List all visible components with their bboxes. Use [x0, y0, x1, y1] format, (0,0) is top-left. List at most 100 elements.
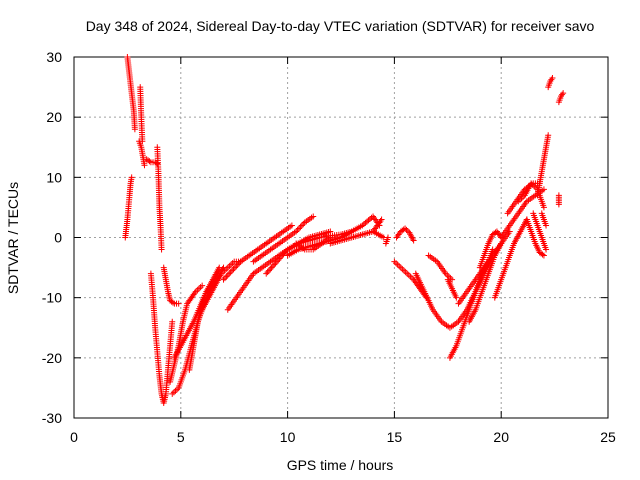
data-point — [294, 226, 301, 233]
x-tick-label: 0 — [70, 429, 78, 445]
y-tick-label: 0 — [54, 230, 62, 246]
series-track-z — [425, 252, 456, 283]
data-point — [297, 223, 304, 230]
data-point — [543, 222, 550, 229]
data-point — [263, 270, 270, 277]
data-point — [295, 225, 302, 232]
series-track-ao — [555, 90, 567, 106]
data-point — [227, 269, 234, 276]
series-track-ai — [515, 180, 547, 211]
series-track-ae — [476, 228, 505, 271]
series-track-j — [169, 264, 227, 397]
series-track-d — [137, 84, 146, 145]
series-track-r — [284, 213, 383, 259]
data-point — [327, 234, 334, 241]
series-track-ag — [498, 186, 547, 241]
data-point — [223, 273, 230, 280]
series-track-s — [293, 234, 334, 253]
data-point — [128, 174, 135, 181]
data-point — [267, 266, 274, 273]
data-point — [226, 270, 233, 277]
data-point — [169, 299, 176, 306]
y-tick-label: 20 — [46, 109, 62, 125]
series-track-af — [491, 216, 530, 301]
data-point — [549, 75, 556, 82]
data-point — [236, 260, 243, 267]
y-tick-label: -10 — [42, 290, 62, 306]
data-point — [158, 246, 165, 253]
axis-ticks: 0 5 10 15 20 25 -30 -20 -10 0 10 20 30 — [42, 49, 616, 445]
series-track-am — [538, 210, 550, 229]
data-point — [268, 264, 275, 271]
data-point — [229, 267, 236, 274]
data-point — [539, 251, 546, 258]
series-track-o — [220, 222, 295, 283]
series-track-aj — [523, 216, 547, 259]
x-tick-label: 5 — [177, 429, 185, 445]
series-track-al — [534, 132, 552, 199]
series-track-a — [122, 174, 135, 241]
data-point — [224, 272, 231, 279]
data-point — [221, 275, 228, 282]
series-track-e — [143, 156, 161, 167]
y-tick-label: 10 — [46, 169, 62, 185]
series-track-an — [545, 75, 556, 91]
data-point — [310, 213, 317, 220]
data-point — [378, 216, 385, 223]
data-point — [540, 252, 547, 259]
data-point — [300, 220, 307, 227]
series-track-x — [391, 258, 430, 301]
series-track-aa — [444, 276, 460, 301]
data-point — [154, 160, 161, 167]
data-point — [410, 237, 417, 244]
series-track-c — [136, 138, 148, 169]
data-point — [384, 234, 391, 241]
data-point — [131, 126, 138, 133]
series-track-f — [154, 144, 165, 253]
x-tick-label: 20 — [493, 429, 509, 445]
data-point — [540, 186, 547, 193]
chart-title: Day 348 of 2024, Sidereal Day-to-day VTE… — [86, 18, 595, 34]
data-point — [453, 294, 460, 301]
data-point — [288, 222, 295, 229]
data-point — [141, 162, 148, 169]
data-point — [403, 226, 410, 233]
x-tick-label: 25 — [600, 429, 616, 445]
data-point — [146, 158, 153, 165]
x-axis-label: GPS time / hours — [287, 457, 394, 473]
series-track-k — [171, 264, 223, 361]
data-point — [327, 228, 334, 235]
data-point — [234, 261, 241, 268]
y-tick-label: -30 — [42, 410, 62, 426]
y-tick-label: 30 — [46, 49, 62, 65]
series-track-q — [263, 228, 334, 277]
data-point — [199, 282, 206, 289]
series-track-m — [199, 258, 244, 313]
series-track-h — [160, 264, 182, 307]
data-points — [122, 54, 567, 406]
series-track-u — [370, 216, 385, 235]
data-point — [265, 267, 272, 274]
data-point — [543, 246, 550, 253]
series-track-ap — [555, 192, 562, 208]
y-axis-label: SDTVAR / TECUs — [5, 182, 21, 294]
x-tick-label: 15 — [387, 429, 403, 445]
series-track-ak — [530, 210, 550, 253]
data-point — [560, 90, 567, 97]
series-track-w — [393, 225, 417, 244]
x-tick-label: 10 — [280, 429, 296, 445]
data-point — [540, 204, 547, 211]
data-point — [175, 300, 182, 307]
data-point — [555, 192, 562, 199]
data-point — [169, 318, 176, 325]
y-tick-label: -20 — [42, 350, 62, 366]
data-point — [139, 138, 146, 145]
series-track-v — [382, 234, 391, 247]
series-track-g — [147, 270, 176, 406]
data-point — [402, 225, 409, 232]
series-track-p — [250, 213, 317, 265]
data-point — [545, 132, 552, 139]
data-point — [264, 269, 271, 276]
series-track-b — [124, 54, 138, 133]
